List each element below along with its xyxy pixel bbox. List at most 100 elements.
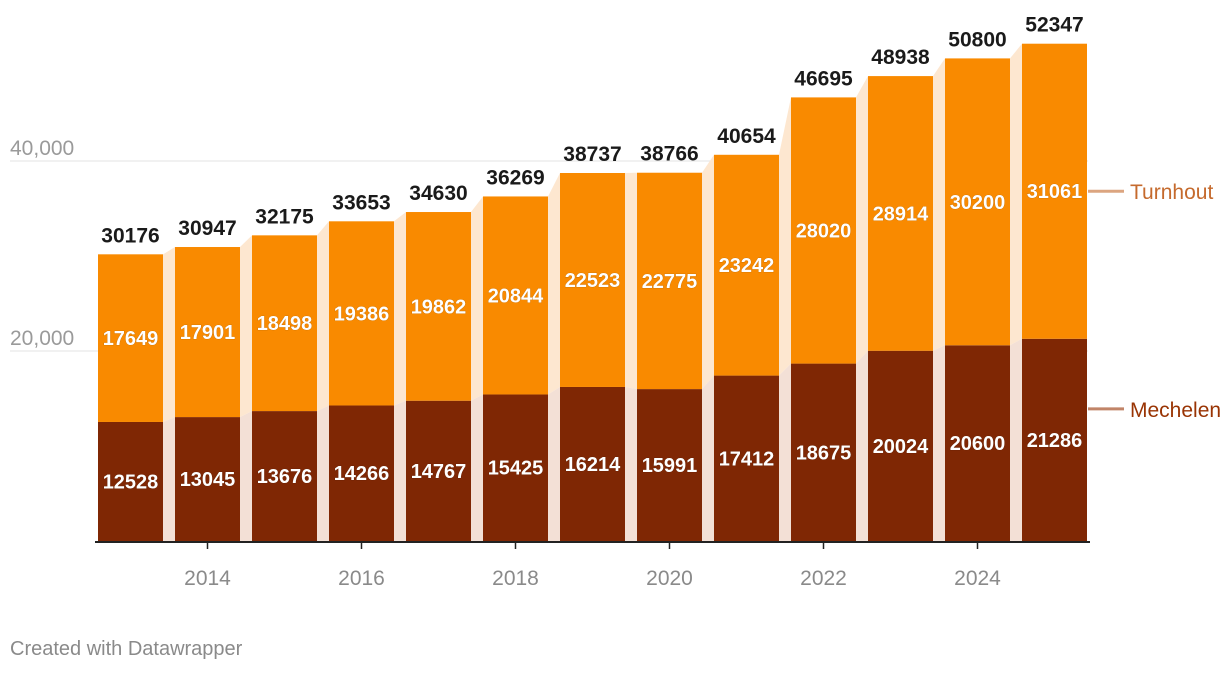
y-tick-label: 20,000 — [10, 327, 74, 350]
bar-mechelen — [560, 386, 625, 541]
connector-band-mechelen — [317, 405, 329, 541]
data-label-mechelen: 20024 — [873, 436, 929, 458]
connector-band-turnhout — [240, 235, 252, 418]
bar-turnhout — [175, 247, 240, 418]
data-label-mechelen: 14767 — [411, 461, 467, 483]
data-label-mechelen: 18675 — [796, 442, 852, 464]
connector-band-mechelen — [779, 363, 791, 541]
x-tick-label: 2022 — [800, 567, 847, 590]
data-label-turnhout: 22523 — [565, 270, 621, 292]
data-label-total: 36269 — [486, 166, 544, 189]
x-tick-label: 2014 — [184, 567, 231, 590]
data-label-turnhout: 28914 — [873, 203, 929, 225]
connector-band-turnhout — [1010, 43, 1022, 346]
bar-turnhout — [945, 58, 1010, 346]
connector-band-turnhout — [779, 97, 791, 376]
data-label-mechelen: 20600 — [950, 433, 1006, 455]
data-label-turnhout: 19862 — [411, 296, 467, 318]
connector-band-mechelen — [625, 386, 637, 541]
bar-mechelen — [637, 389, 702, 541]
connector-band-mechelen — [856, 350, 868, 541]
data-label-turnhout: 31061 — [1027, 181, 1083, 203]
data-label-mechelen: 21286 — [1027, 430, 1083, 452]
data-label-turnhout: 20844 — [488, 285, 544, 307]
bar-mechelen — [791, 363, 856, 541]
data-label-turnhout: 22775 — [642, 271, 698, 293]
data-label-mechelen: 13045 — [180, 469, 236, 491]
bar-turnhout — [406, 212, 471, 401]
data-label-mechelen: 15425 — [488, 458, 544, 480]
bar-mechelen — [945, 345, 1010, 541]
connector-band-turnhout — [702, 154, 714, 390]
connector-band-turnhout — [548, 172, 560, 395]
connector-band-turnhout — [471, 196, 483, 401]
x-tick-label: 2020 — [646, 567, 693, 590]
data-label-total: 46695 — [794, 67, 853, 90]
bar-turnhout — [714, 154, 779, 376]
data-label-total: 30947 — [178, 217, 236, 240]
data-label-mechelen: 15991 — [642, 455, 698, 477]
connector-band-mechelen — [702, 375, 714, 541]
data-label-turnhout: 19386 — [334, 303, 390, 325]
bar-mechelen — [406, 400, 471, 541]
data-label-total: 34630 — [409, 182, 467, 205]
data-label-total: 38737 — [563, 143, 621, 166]
legend-label: Turnhout — [1130, 181, 1213, 204]
data-label-mechelen: 17412 — [719, 448, 775, 470]
bar-mechelen — [483, 394, 548, 541]
x-tick-label: 2024 — [954, 567, 1001, 590]
data-label-mechelen: 13676 — [257, 466, 313, 488]
x-tick-label: 2016 — [338, 567, 385, 590]
bar-mechelen — [714, 375, 779, 541]
connector-band-mechelen — [163, 417, 175, 541]
connector-band-turnhout — [856, 76, 868, 364]
bar-mechelen — [1022, 338, 1087, 541]
connector-band-turnhout — [394, 212, 406, 406]
bar-turnhout — [252, 235, 317, 412]
footer-credit: Created with Datawrapper — [10, 638, 243, 660]
data-label-total: 48938 — [871, 46, 930, 69]
data-label-turnhout: 18498 — [257, 313, 313, 335]
bar-turnhout — [98, 254, 163, 422]
bar-turnhout — [329, 221, 394, 406]
bar-turnhout — [483, 196, 548, 395]
data-label-turnhout: 23242 — [719, 255, 775, 277]
data-label-turnhout: 17649 — [103, 328, 159, 350]
data-label-total: 33653 — [332, 191, 390, 214]
bar-mechelen — [329, 405, 394, 541]
bar-mechelen — [175, 417, 240, 541]
data-label-turnhout: 17901 — [180, 322, 236, 344]
connector-band-mechelen — [933, 345, 945, 541]
legend-label: Mechelen — [1130, 399, 1220, 422]
connector-band-mechelen — [471, 394, 483, 541]
data-label-turnhout: 30200 — [950, 192, 1006, 214]
data-label-mechelen: 16214 — [565, 454, 621, 476]
bar-turnhout — [868, 76, 933, 351]
data-label-total: 32175 — [255, 205, 314, 228]
data-label-total: 50800 — [948, 28, 1006, 51]
connector-band-mechelen — [1010, 338, 1022, 541]
data-label-total: 52347 — [1025, 14, 1083, 37]
connector-band-turnhout — [933, 58, 945, 351]
x-tick-label: 2018 — [492, 567, 539, 590]
data-label-mechelen: 14266 — [334, 463, 390, 485]
connector-band-mechelen — [394, 400, 406, 541]
data-label-turnhout: 28020 — [796, 220, 852, 242]
bar-mechelen — [868, 350, 933, 541]
data-label-total: 30176 — [101, 224, 159, 247]
bar-turnhout — [791, 97, 856, 364]
bar-turnhout — [560, 172, 625, 387]
bar-mechelen — [98, 421, 163, 541]
data-label-total: 40654 — [717, 125, 776, 148]
connector-band-turnhout — [163, 247, 175, 422]
data-label-mechelen: 12528 — [103, 471, 159, 493]
connector-band-mechelen — [240, 411, 252, 541]
bar-mechelen — [252, 411, 317, 541]
bar-turnhout — [1022, 43, 1087, 339]
connector-band-mechelen — [548, 386, 560, 541]
bar-turnhout — [637, 172, 702, 390]
data-label-total: 38766 — [640, 143, 698, 166]
connector-band-turnhout — [317, 221, 329, 412]
y-tick-label: 40,000 — [10, 137, 74, 160]
